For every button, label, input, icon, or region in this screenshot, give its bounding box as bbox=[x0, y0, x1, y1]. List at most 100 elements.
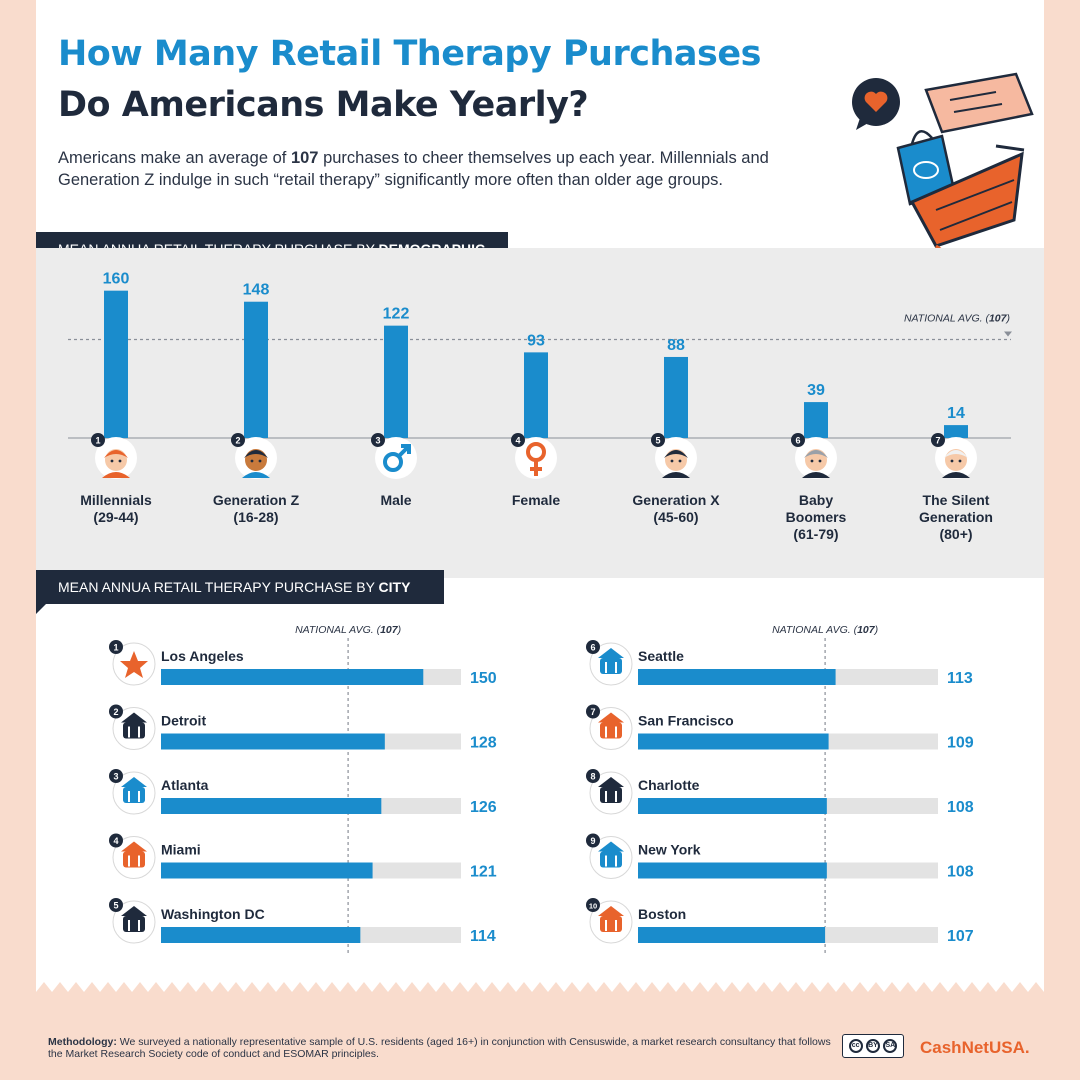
city-track-7 bbox=[638, 798, 938, 814]
bar-value-0: 160 bbox=[103, 271, 130, 288]
city-rank-label-2: 3 bbox=[113, 772, 118, 782]
city-track-6 bbox=[638, 733, 938, 750]
heart-bubble-icon bbox=[852, 78, 900, 130]
city-rank-badge-2 bbox=[109, 769, 123, 783]
rank-label-2: 3 bbox=[375, 436, 380, 446]
city-rank-badge-9 bbox=[586, 898, 600, 912]
intro-before: Americans make an average of bbox=[58, 149, 291, 167]
bar-4 bbox=[664, 356, 688, 438]
bar-2 bbox=[384, 325, 408, 438]
rank-badge-1 bbox=[231, 433, 245, 447]
city-bar-4 bbox=[161, 927, 361, 943]
city-national-average-label-suffix-0: ) bbox=[396, 624, 402, 636]
boomer-avatar-icon bbox=[795, 437, 837, 479]
city-label-8: New York bbox=[638, 842, 701, 858]
city-rank-label-0: 1 bbox=[113, 643, 118, 653]
city-national-average-label-suffix-1: ) bbox=[873, 624, 879, 636]
bar-value-2: 122 bbox=[383, 306, 410, 323]
category-label-2-0: Male bbox=[380, 492, 411, 508]
rank-badge-4 bbox=[651, 433, 665, 447]
category-label-1-0: Generation Z bbox=[213, 492, 300, 508]
city-value-4: 114 bbox=[470, 928, 496, 945]
bar-5 bbox=[804, 402, 828, 438]
city-national-average-label-prefix-0: NATIONAL AVG. ( bbox=[295, 624, 381, 636]
intro-after: purchases to cheer themselves up each ye… bbox=[58, 149, 769, 189]
city-national-average-label-prefix-1: NATIONAL AVG. ( bbox=[772, 624, 858, 636]
city-national-average-label-value-0: 107 bbox=[380, 624, 399, 636]
bar-value-1: 148 bbox=[243, 282, 270, 299]
infographic: How Many Retail Therapy Purchases Do Ame… bbox=[36, 0, 1044, 1080]
city-rank-badge-4 bbox=[109, 898, 123, 912]
category-label-6-2: (80+) bbox=[939, 526, 972, 542]
city-rank-badge-8 bbox=[586, 833, 600, 848]
bar-3 bbox=[524, 352, 548, 438]
city-rank-label-8: 9 bbox=[590, 836, 595, 846]
city-label-3: Miami bbox=[161, 842, 201, 858]
city-bar-3 bbox=[161, 862, 373, 879]
city-value-8: 108 bbox=[947, 864, 974, 881]
gen-x-avatar-icon bbox=[655, 437, 697, 479]
atlanta-stadium-icon bbox=[112, 771, 156, 815]
methodology-text: Methodology: We surveyed a nationally re… bbox=[48, 1036, 838, 1060]
city-label-4: Washington DC bbox=[161, 906, 265, 922]
brand-logo[interactable]: CashNetUSA. bbox=[920, 1038, 1030, 1057]
golden-gate-bridge-icon bbox=[589, 707, 633, 750]
city-track-8 bbox=[638, 862, 938, 879]
city-bar-1 bbox=[161, 733, 385, 750]
silent-generation-avatar-icon bbox=[935, 437, 977, 479]
city-label-7: Charlotte bbox=[638, 777, 700, 793]
city-bar-5 bbox=[638, 669, 836, 685]
category-label-1-1: (16-28) bbox=[233, 509, 278, 525]
city-rank-badge-3 bbox=[109, 833, 123, 848]
bar-value-5: 39 bbox=[807, 382, 825, 399]
rank-badge-2 bbox=[371, 433, 385, 447]
male-symbol-icon bbox=[375, 437, 417, 479]
city-track-0 bbox=[161, 669, 461, 685]
female-symbol-icon bbox=[515, 437, 557, 479]
category-label-6-0: The Silent bbox=[923, 492, 990, 508]
city-bar-6 bbox=[638, 733, 829, 750]
rank-label-1: 2 bbox=[235, 436, 240, 446]
rank-label-4: 5 bbox=[655, 436, 660, 446]
hollywood-star-icon bbox=[112, 642, 156, 686]
category-label-0-1: (29-44) bbox=[93, 509, 138, 525]
category-label-4-1: (45-60) bbox=[653, 509, 698, 525]
methodology-label: Methodology: bbox=[48, 1036, 117, 1048]
city-track-5 bbox=[638, 669, 938, 685]
city-label-6: San Francisco bbox=[638, 713, 734, 729]
rank-badge-0 bbox=[91, 433, 105, 447]
city-track-3 bbox=[161, 862, 461, 879]
bar-6 bbox=[944, 425, 968, 438]
section-city-prefix: MEAN ANNUA RETAIL THERAPY PURCHASE BY bbox=[58, 579, 379, 595]
city-national-average-label-1: NATIONAL AVG. (107) bbox=[772, 624, 878, 636]
national-average-label: NATIONAL AVG. (107) bbox=[904, 312, 1010, 324]
rank-label-6: 7 bbox=[935, 436, 940, 446]
gen-z-avatar-icon bbox=[235, 437, 277, 479]
sa-icon: SA bbox=[883, 1039, 898, 1053]
methodology-body: We surveyed a nationally representative … bbox=[48, 1036, 831, 1060]
rank-label-0: 1 bbox=[95, 436, 100, 446]
capitol-dome-icon bbox=[112, 900, 156, 944]
boston-building-icon bbox=[589, 900, 633, 944]
city-national-average-label-0: NATIONAL AVG. (107) bbox=[295, 624, 401, 636]
national-average-label-value: 107 bbox=[989, 312, 1008, 324]
city-value-6: 109 bbox=[947, 735, 974, 752]
city-rank-label-4: 5 bbox=[113, 901, 118, 911]
title-line-1: How Many Retail Therapy Purchases bbox=[58, 34, 761, 74]
bag-icon bbox=[896, 130, 956, 206]
rank-badge-6 bbox=[931, 433, 945, 447]
city-value-1: 128 bbox=[470, 735, 497, 752]
city-rank-label-3: 4 bbox=[113, 836, 118, 846]
city-bar-8 bbox=[638, 862, 827, 879]
bar-1 bbox=[244, 301, 268, 438]
cc-license-badge[interactable]: cc BY SA bbox=[842, 1034, 904, 1058]
rank-badge-5 bbox=[791, 433, 805, 447]
box-icon bbox=[924, 72, 1034, 134]
city-value-0: 150 bbox=[470, 670, 497, 687]
bar-0 bbox=[104, 290, 128, 438]
city-label-5: Seattle bbox=[638, 648, 684, 664]
bar-value-6: 14 bbox=[947, 405, 965, 422]
city-bar-9 bbox=[638, 927, 826, 943]
city-track-4 bbox=[161, 927, 461, 943]
section-city-bold: CITY bbox=[378, 579, 411, 595]
